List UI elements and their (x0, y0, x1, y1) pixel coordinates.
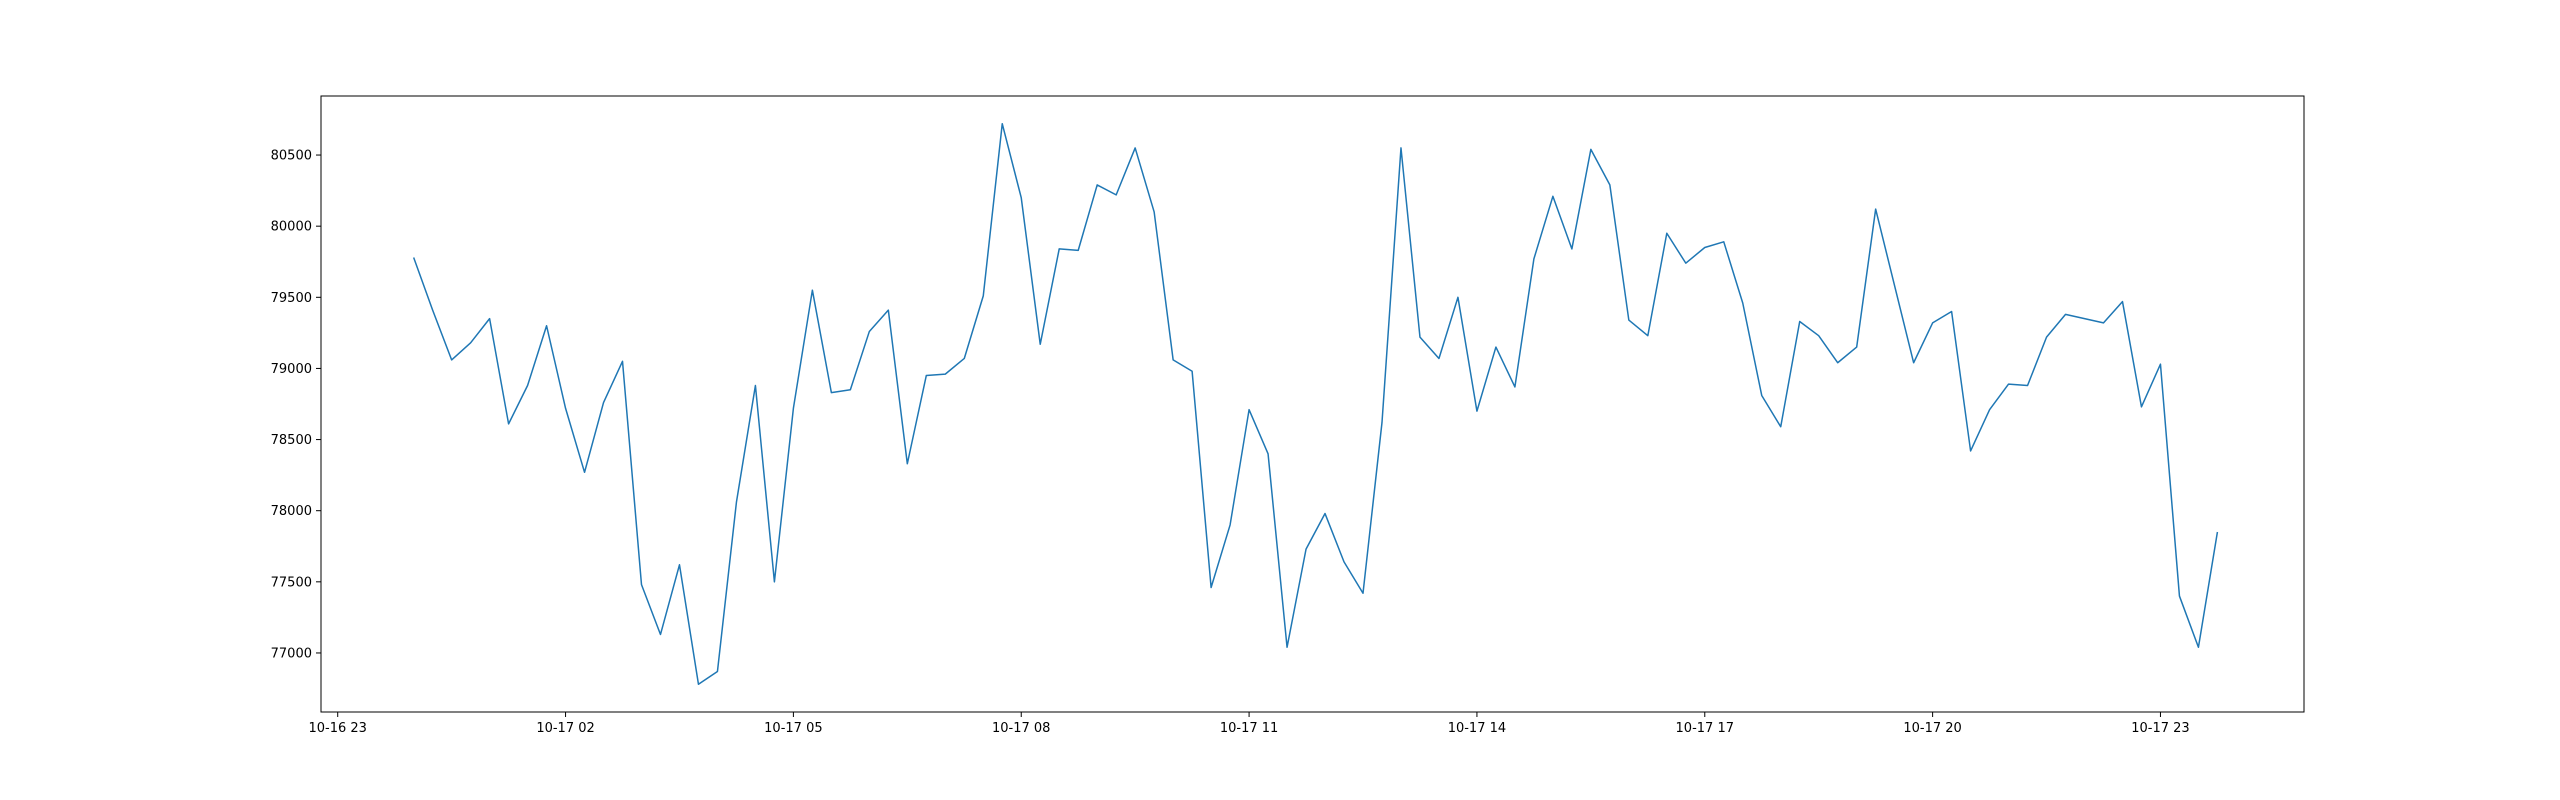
x-tick-label: 10-16 23 (308, 721, 366, 736)
y-tick-label: 79500 (271, 291, 312, 306)
y-tick-label: 80000 (271, 220, 312, 235)
series-layer (412, 122, 2219, 686)
y-tick-label: 78000 (271, 504, 312, 519)
x-tick-label: 10-17 11 (1220, 721, 1278, 736)
y-tick-label: 77500 (271, 575, 312, 590)
x-tick-label: 10-17 05 (764, 721, 822, 736)
y-tick-label: 77000 (271, 646, 312, 661)
x-tick-label: 10-17 14 (1448, 721, 1506, 736)
x-tick-label: 10-17 02 (536, 721, 594, 736)
plot-frame (320, 95, 2305, 713)
y-tick-label: 79000 (271, 362, 312, 377)
x-tick-label: 10-17 08 (992, 721, 1050, 736)
x-tick-label: 10-17 17 (1676, 721, 1734, 736)
y-tick-label: 80500 (271, 149, 312, 164)
y-axis: 77000 77500 78000 78500 79000 79500 80000 80500 (271, 149, 321, 661)
x-axis: 10-16 23 10-17 02 10-17 05 10-17 08 10-17 11… (308, 712, 2190, 736)
x-tick-label: 10-17 20 (1903, 721, 1961, 736)
y-tick-label: 78500 (271, 433, 312, 448)
x-tick-label: 10-17 23 (2131, 721, 2189, 736)
series-line-series-1 (412, 122, 2219, 686)
